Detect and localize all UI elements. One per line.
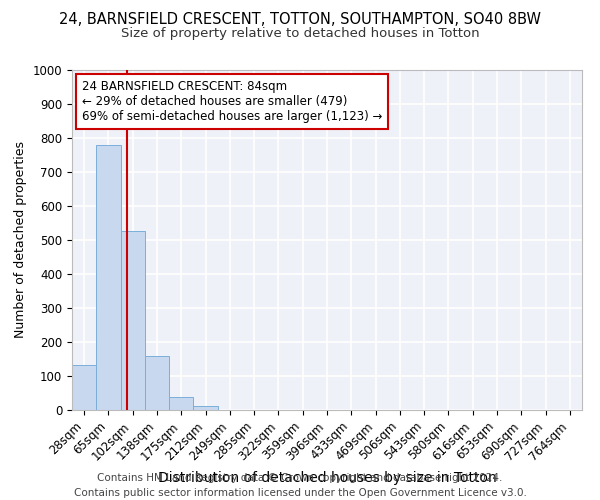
X-axis label: Distribution of detached houses by size in Totton: Distribution of detached houses by size …	[158, 471, 496, 485]
Bar	[193, 406, 218, 410]
Text: Size of property relative to detached houses in Totton: Size of property relative to detached ho…	[121, 28, 479, 40]
Bar	[96, 146, 121, 410]
Bar	[121, 232, 145, 410]
Text: Contains HM Land Registry data © Crown copyright and database right 2024.
Contai: Contains HM Land Registry data © Crown c…	[74, 472, 526, 498]
Text: 24 BARNSFIELD CRESCENT: 84sqm
← 29% of detached houses are smaller (479)
69% of : 24 BARNSFIELD CRESCENT: 84sqm ← 29% of d…	[82, 80, 383, 123]
Bar	[169, 398, 193, 410]
Bar	[72, 365, 96, 410]
Bar	[145, 356, 169, 410]
Text: 24, BARNSFIELD CRESCENT, TOTTON, SOUTHAMPTON, SO40 8BW: 24, BARNSFIELD CRESCENT, TOTTON, SOUTHAM…	[59, 12, 541, 28]
Y-axis label: Number of detached properties: Number of detached properties	[14, 142, 27, 338]
